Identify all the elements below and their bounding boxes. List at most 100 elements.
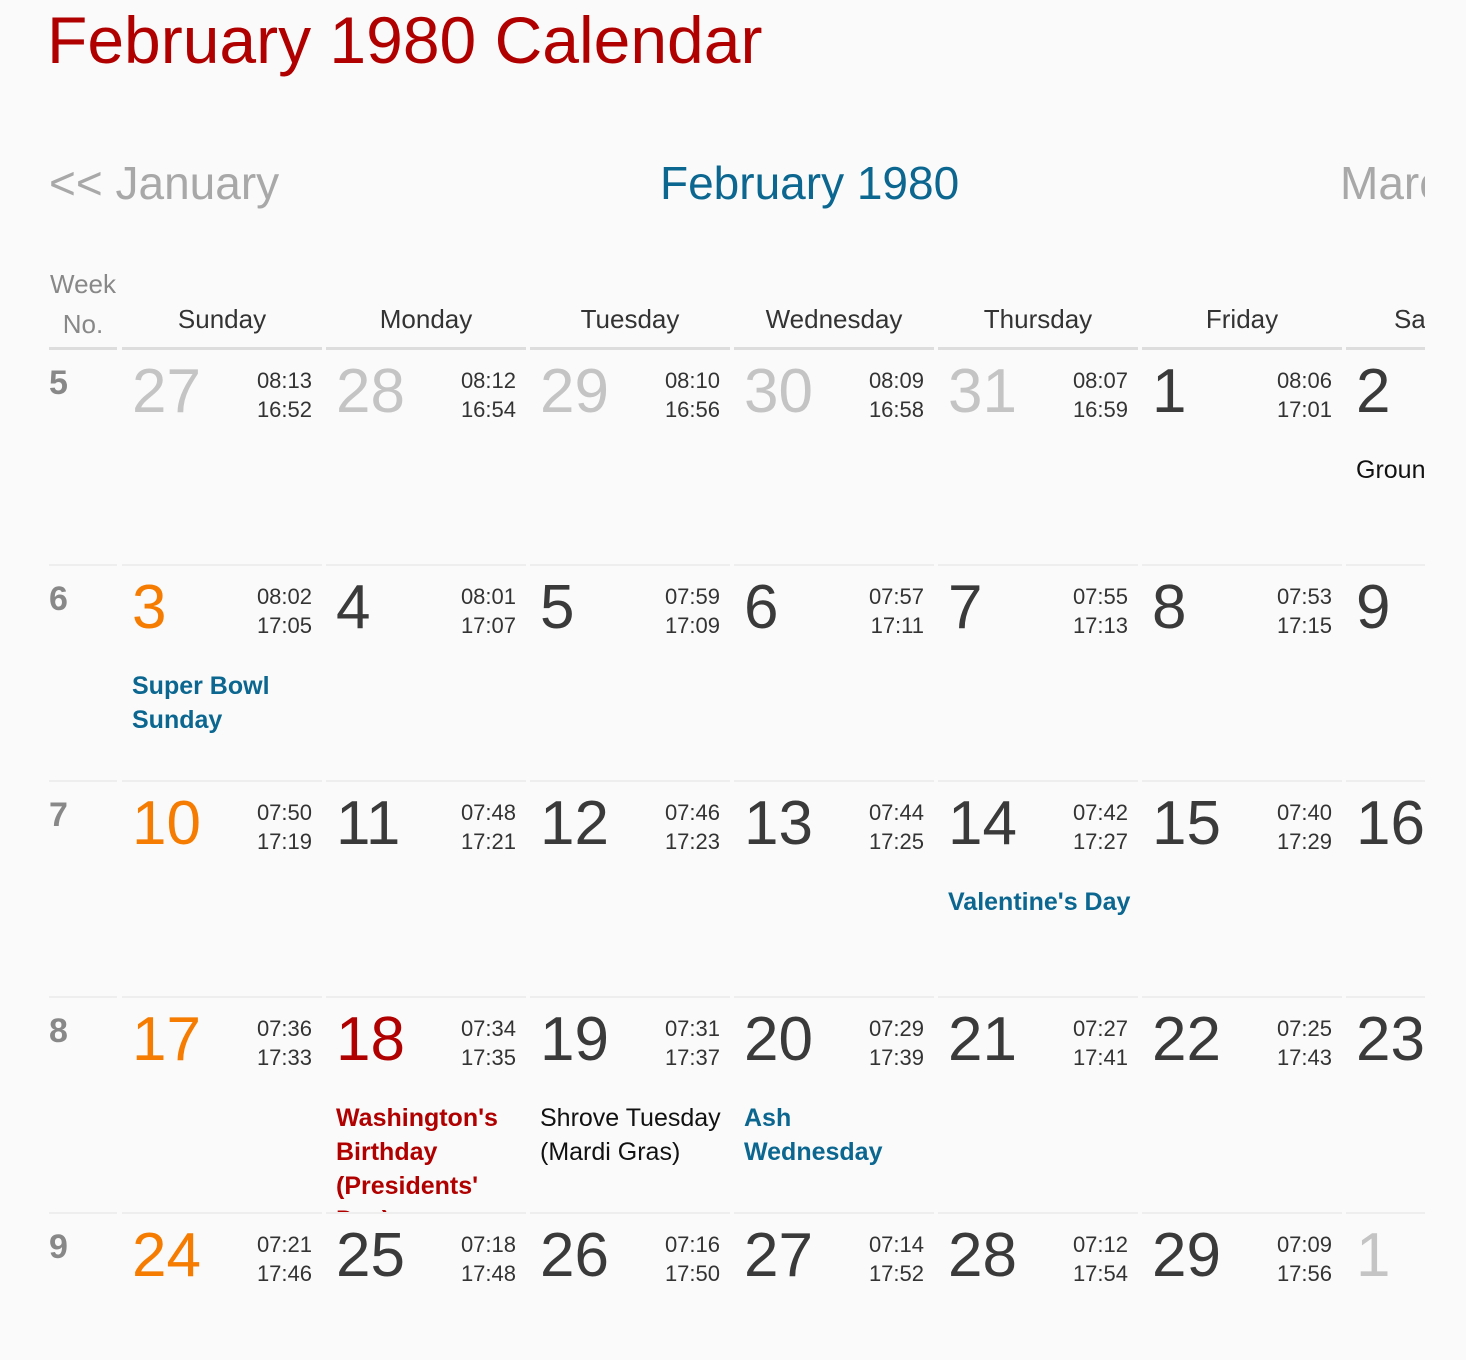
calendar: February 1980 Calendar << January Februa… <box>47 3 1425 1360</box>
sun-times: 07:50 17:19 <box>257 798 312 856</box>
day-date: 29 <box>540 357 609 426</box>
day-cell: 8 07:53 17:15 <box>1142 566 1342 780</box>
sunset: 17:25 <box>868 829 924 854</box>
sunset: 17:35 <box>460 1045 516 1070</box>
row-rule <box>326 996 526 998</box>
event[interactable]: Washington's Birthday (Presidents' Day) <box>336 1104 498 1212</box>
sunset: 17:56 <box>1276 1261 1332 1286</box>
day-date: 25 <box>336 1221 405 1290</box>
sunset: 17:21 <box>460 829 516 854</box>
day-date: 15 <box>1152 789 1221 858</box>
day-cell: 14 07:42 17:27 Valentine's Day <box>938 782 1138 996</box>
event[interactable]: Super Bowl Sunday <box>132 672 270 734</box>
day-cell: 1 08:06 17:01 <box>1142 350 1342 564</box>
day-date: 13 <box>744 789 813 858</box>
sun-times: 07:59 17:09 <box>665 582 720 640</box>
day-name: Saturday <box>1393 304 1425 334</box>
next-month-link[interactable]: March >> <box>1340 157 1425 209</box>
row-rule <box>734 1212 934 1214</box>
sunrise: 07:21 <box>256 1232 312 1257</box>
row-rule <box>49 996 117 998</box>
event[interactable]: Groundhog Day <box>1356 456 1425 484</box>
row-rule <box>734 780 934 782</box>
sunrise: 08:06 <box>1276 368 1332 393</box>
day-cell: 27 08:13 16:52 <box>122 350 322 564</box>
header-rule <box>1142 347 1342 350</box>
day-date: 5 <box>540 573 575 642</box>
day-cell: 11 07:48 17:21 <box>326 782 526 996</box>
sun-times: 07:46 17:23 <box>665 798 720 856</box>
day-date: 11 <box>336 789 401 858</box>
week-number: 9 <box>49 1228 68 1266</box>
sunset: 17:54 <box>1072 1261 1128 1286</box>
day-date: 24 <box>132 1221 201 1290</box>
sunset: 17:11 <box>870 613 924 638</box>
day-date: 2 <box>1356 357 1391 426</box>
day-date: 22 <box>1152 1005 1221 1074</box>
day-date: 26 <box>540 1221 609 1290</box>
sunset: 17:13 <box>1072 613 1128 638</box>
sunrise: 07:57 <box>868 584 924 609</box>
sun-times: 07:57 17:11 <box>869 582 924 640</box>
day-cell: 18 07:34 17:35 Washington's Birthday (Presi… <box>326 998 526 1212</box>
sun-times: 07:53 17:15 <box>1277 582 1332 640</box>
sunrise: 07:55 <box>1072 584 1128 609</box>
sunset: 17:19 <box>256 829 312 854</box>
sunset: 17:27 <box>1072 829 1128 854</box>
sunrise: 07:34 <box>460 1016 516 1041</box>
sunrise: 07:42 <box>1072 800 1128 825</box>
sunrise: 07:14 <box>868 1232 924 1257</box>
day-date: 23 <box>1356 1005 1425 1074</box>
day-date: 9 <box>1356 573 1391 642</box>
day-date: 7 <box>948 573 983 642</box>
sunrise: 07:31 <box>664 1016 720 1041</box>
day-date: 27 <box>132 357 201 426</box>
row-rule <box>49 564 117 566</box>
event[interactable]: Ash Wednesday <box>744 1104 883 1166</box>
row-rule <box>49 780 117 782</box>
day-date: 28 <box>336 357 405 426</box>
row-rule <box>1142 564 1342 566</box>
day-date: 6 <box>744 573 779 642</box>
row-rule <box>530 1212 730 1214</box>
sun-times: 07:42 17:27 <box>1073 798 1128 856</box>
day-cell: 28 08:12 16:54 <box>326 350 526 564</box>
day-name: Friday <box>1205 304 1279 334</box>
day-cell: 19 07:31 17:37 Shrove Tuesday (Mardi Gras) <box>530 998 730 1212</box>
sunrise: 08:10 <box>664 368 720 393</box>
day-date: 28 <box>948 1221 1017 1290</box>
day-cell: 12 07:46 17:23 <box>530 782 730 996</box>
day-name: Sunday <box>177 304 267 334</box>
row-rule <box>1142 996 1342 998</box>
event[interactable]: Shrove Tuesday (Mardi Gras) <box>540 1104 721 1166</box>
row-rule <box>1142 1212 1342 1214</box>
sunrise: 07:16 <box>664 1232 720 1257</box>
sunrise: 07:46 <box>664 800 720 825</box>
sunset: 17:50 <box>664 1261 720 1286</box>
sunrise: 07:09 <box>1276 1232 1332 1257</box>
header-rule <box>326 347 526 350</box>
prev-month-link[interactable]: << January <box>49 157 280 209</box>
sunset: 17:41 <box>1072 1045 1128 1070</box>
sunset: 17:52 <box>868 1261 924 1286</box>
sunrise: 08:07 <box>1072 368 1128 393</box>
sunrise: 07:36 <box>256 1016 312 1041</box>
week-header: Week No. <box>50 269 116 339</box>
day-date: 4 <box>336 573 371 642</box>
sun-times: 08:07 16:59 <box>1073 366 1128 424</box>
sunrise: 08:01 <box>460 584 516 609</box>
event[interactable]: Valentine's Day <box>948 888 1131 916</box>
day-cell: 1 <box>1346 1214 1425 1360</box>
row-rule <box>326 1212 526 1214</box>
sun-times: 07:36 17:33 <box>257 1014 312 1072</box>
sun-times: 07:34 17:35 <box>461 1014 516 1072</box>
sunrise: 07:59 <box>664 584 720 609</box>
row-rule <box>530 564 730 566</box>
day-name: Tuesday <box>580 304 680 334</box>
week-number: 5 <box>49 364 68 402</box>
sunrise: 07:40 <box>1276 800 1332 825</box>
week-number: 8 <box>49 1012 68 1050</box>
current-month: February 1980 <box>660 157 960 209</box>
day-cell: 15 07:40 17:29 <box>1142 782 1342 996</box>
